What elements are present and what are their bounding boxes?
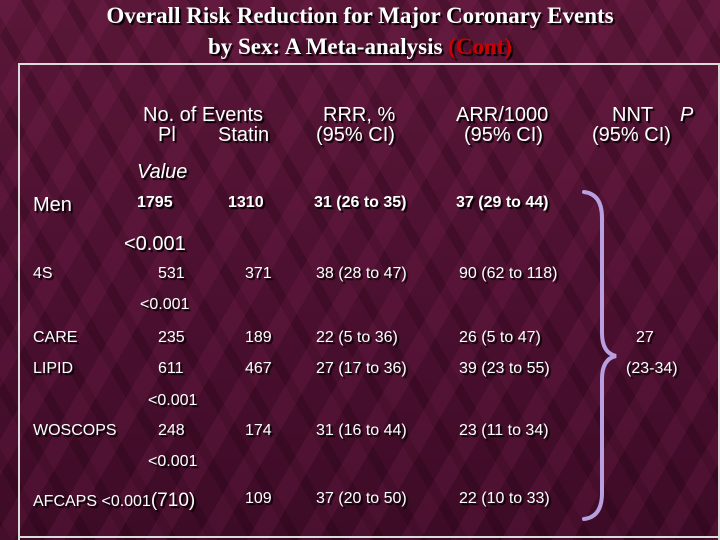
row-lipid-p: <0.001 [148,392,198,409]
row-care-statin: 189 [245,329,272,346]
row-afcaps-name: AFCAPS [33,493,98,510]
men-arr: 37 (29 to 44) [456,194,549,211]
row-afcaps-trial: AFCAPS <0.001(710) [33,490,195,512]
slide-title-line2: by Sex: A Meta-analysis (Cont) [0,34,720,60]
row-lipid-rrr: 27 (17 to 36) [316,360,407,377]
row-woscops-p: <0.001 [148,453,198,470]
row-lipid-trial: LIPID [33,360,74,377]
row-afcaps-rrr: 37 (20 to 50) [316,490,407,507]
header-arr-ci: (95% CI) [464,124,543,146]
grouping-brace-icon [582,190,617,521]
row-care-arr: 26 (5 to 47) [459,329,541,346]
slide-title-line1: Overall Risk Reduction for Major Coronar… [106,3,614,28]
nnt-ci: (23-34) [626,360,678,377]
row-lipid-statin: 467 [245,360,272,377]
header-statin: Statin [218,124,270,146]
frame-left-rule [18,63,20,540]
header-rrr: RRR, % [323,104,396,126]
row-woscops-arr: 23 (11 to 34) [459,422,549,439]
row-4s-rrr: 38 (28 to 47) [316,265,407,282]
row-care-rrr: 22 (5 to 36) [316,329,398,346]
row-lipid-pl: 611 [158,360,184,377]
row-lipid-arr: 39 (23 to 55) [459,360,550,377]
men-p-value: <0.001 [124,233,186,255]
row-woscops-statin: 174 [245,422,272,439]
row-4s-statin: 371 [245,265,272,282]
frame-right-rule [718,63,720,540]
row-care-pl: 235 [158,329,185,346]
row-afcaps-p: <0.001 [101,493,151,510]
header-p-value: Value [137,161,188,183]
men-statin: 1310 [228,194,264,211]
frame-top-rule [18,63,720,65]
header-nnt: NNT [612,104,654,126]
header-nnt-ci: (95% CI) [592,124,671,146]
header-no-of-events: No. of Events [143,104,264,126]
men-label: Men [33,194,72,216]
header-rrr-ci: (95% CI) [316,124,395,146]
row-4s-trial: 4S [33,265,53,282]
header-pl: Pl [158,124,176,146]
header-p: P [680,104,694,126]
row-4s-arr: 90 (62 to 118) [459,265,558,282]
row-afcaps-statin: 109 [245,490,272,507]
title-cont: (Cont) [448,34,513,59]
title-main: by Sex: A Meta-analysis [207,34,443,59]
row-woscops-rrr: 31 (16 to 44) [316,422,407,439]
men-rrr: 31 (26 to 35) [314,194,407,211]
row-woscops-trial: WOSCOPS [33,422,117,439]
frame-bottom-rule [18,536,720,538]
row-afcaps-pl: (710) [150,490,196,511]
nnt-value: 27 [636,329,654,346]
row-care-trial: CARE [33,329,78,346]
row-4s-p: <0.001 [140,296,190,313]
row-woscops-pl: 248 [158,422,185,439]
header-arr: ARR/1000 [456,104,549,126]
men-pl: 1795 [137,194,173,211]
row-4s-pl: 531 [158,265,185,282]
row-afcaps-arr: 22 (10 to 33) [459,490,550,507]
